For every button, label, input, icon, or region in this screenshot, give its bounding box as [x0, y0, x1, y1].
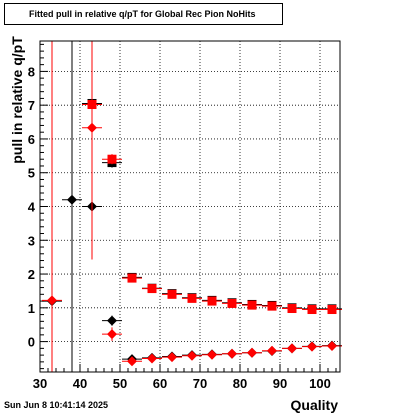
diamond-marker	[287, 343, 297, 354]
diamond-marker	[247, 347, 257, 358]
timestamp: Sun Jun 8 10:41:14 2025	[4, 400, 109, 410]
diamond-marker	[107, 315, 117, 326]
plot-frame	[39, 40, 341, 373]
y-tick-label: 2	[28, 267, 35, 282]
y-axis-label: pull in relative q/pT	[9, 36, 25, 164]
square-marker	[127, 273, 137, 283]
y-tick-label: 5	[28, 166, 35, 181]
square-marker	[307, 305, 317, 315]
chart-title-box: Fitted pull in relative q/pT for Global …	[4, 3, 283, 25]
y-tick-label: 6	[28, 132, 35, 147]
square-marker	[267, 301, 277, 311]
square-marker	[167, 289, 177, 299]
square-marker	[227, 298, 237, 308]
diamond-marker	[227, 348, 237, 359]
x-tick-label: 60	[153, 376, 167, 391]
x-tick-label: 30	[33, 376, 47, 391]
square-marker	[147, 284, 157, 294]
diamond-marker	[147, 353, 157, 364]
diamond-marker	[207, 349, 217, 360]
diamond-marker	[327, 340, 337, 351]
x-tick-label: 70	[193, 376, 207, 391]
y-tick-label: 8	[28, 64, 35, 79]
y-tick-label: 4	[28, 200, 36, 215]
diamond-marker	[167, 352, 177, 363]
x-axis-label: Quality	[290, 397, 338, 413]
square-marker	[107, 154, 117, 164]
diamond-marker	[107, 329, 117, 340]
chart-title: Fitted pull in relative q/pT for Global …	[29, 9, 256, 19]
diamond-marker	[187, 350, 197, 361]
x-tick-label: 40	[73, 376, 87, 391]
diamond-marker	[87, 122, 97, 133]
square-marker	[187, 293, 197, 303]
y-tick-label: 7	[28, 98, 35, 113]
diamond-marker	[67, 194, 77, 205]
x-tick-label: 80	[233, 376, 247, 391]
x-tick-label: 90	[273, 376, 287, 391]
square-marker	[327, 305, 337, 315]
y-tick-label: 3	[28, 233, 35, 248]
diamond-marker	[267, 345, 277, 356]
square-marker	[207, 296, 217, 306]
x-tick-label: 100	[309, 376, 331, 391]
diamond-marker	[307, 341, 317, 352]
square-marker	[247, 300, 257, 310]
diamond-marker	[127, 356, 137, 367]
x-tick-label: 50	[113, 376, 127, 391]
diamond-marker	[47, 295, 57, 306]
y-tick-label: 1	[28, 301, 35, 316]
square-marker	[287, 304, 297, 314]
y-tick-label: 0	[28, 335, 35, 350]
